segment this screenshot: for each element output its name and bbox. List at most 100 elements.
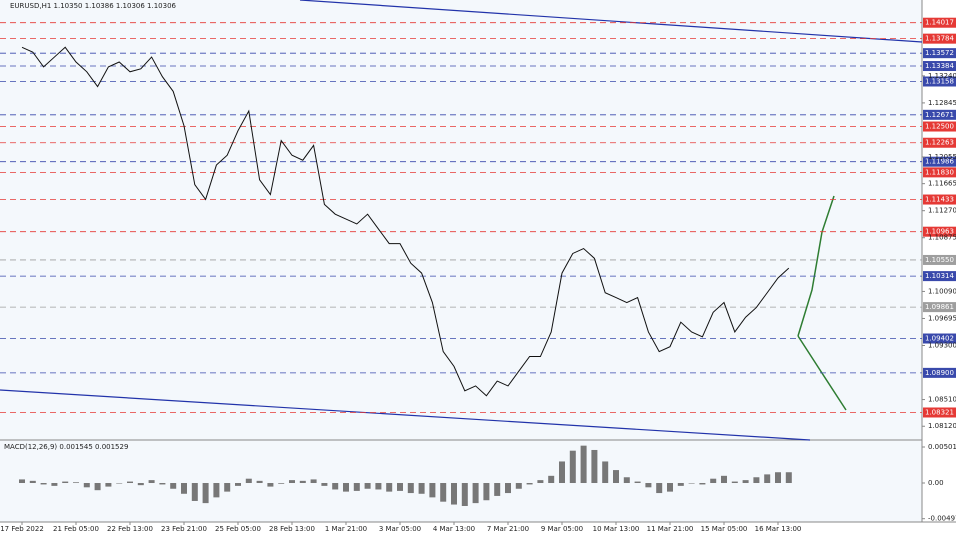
level-label: 1.10314	[925, 272, 954, 280]
macd-bar	[451, 483, 457, 505]
level-label: 1.12671	[925, 111, 954, 119]
level-label: 1.12263	[925, 139, 954, 147]
y-tick-label: 0.005015	[928, 443, 956, 451]
macd-bar	[29, 480, 36, 484]
level-tag	[923, 254, 956, 265]
macd-bar	[299, 480, 306, 484]
x-tick-label: 16 Mar 13:00	[755, 525, 802, 533]
x-tick-label: 15 Mar 05:00	[701, 525, 748, 533]
level-tag	[923, 271, 956, 282]
macd-bar	[667, 483, 673, 492]
level-label: 1.13572	[925, 49, 954, 57]
macd-bar	[764, 474, 771, 484]
trend-line	[0, 389, 811, 441]
level-tag	[923, 156, 956, 167]
macd-bar	[526, 483, 533, 485]
macd-bar	[19, 479, 25, 484]
macd-bar	[256, 480, 263, 484]
level-label: 1.12500	[925, 123, 954, 131]
level-tag	[923, 167, 956, 178]
level-label: 1.13158	[925, 77, 954, 85]
macd-bar	[613, 470, 619, 484]
macd-bar	[548, 475, 555, 484]
macd-bar	[645, 483, 652, 488]
level-tag	[923, 48, 956, 59]
level-tag	[923, 61, 956, 72]
macd-bar	[494, 483, 501, 496]
x-tick-label: 11 Mar 21:00	[647, 525, 694, 533]
level-label: 1.10550	[925, 256, 954, 264]
level-tag	[923, 302, 956, 313]
macd-bar	[51, 483, 58, 486]
macd-bar	[137, 483, 144, 486]
macd-bar	[440, 483, 447, 502]
level-label: 1.08900	[925, 369, 954, 377]
price-line	[21, 46, 790, 397]
level-tag	[923, 121, 956, 132]
macd-bar	[699, 483, 706, 485]
macd-bar	[105, 483, 112, 487]
macd-bar	[580, 445, 587, 484]
x-tick-label: 1 Mar 21:00	[325, 525, 367, 533]
macd-bar	[710, 478, 717, 484]
level-label: 1.09402	[925, 335, 954, 343]
scenario-arrows	[797, 195, 847, 411]
macd-bar	[191, 483, 198, 501]
macd-bar	[159, 483, 166, 485]
macd-bar	[537, 480, 544, 484]
macd-bar	[721, 475, 727, 484]
y-tick-label: 1.11665	[928, 180, 956, 188]
trend-line	[299, 0, 923, 43]
macd-bar	[397, 483, 403, 491]
y-tick-label: 1.11270	[928, 207, 956, 215]
macd-bar	[278, 483, 285, 484]
macd-bar	[321, 483, 328, 486]
chart-title: EURUSD,H1 1.10350 1.10386 1.10306 1.1030…	[10, 2, 177, 10]
level-tag	[923, 137, 956, 148]
y-tick-label: 1.10090	[928, 287, 956, 295]
y-tick-label: 1.08120	[928, 422, 956, 430]
macd-bar	[40, 483, 47, 485]
x-tick-label: 25 Feb 05:00	[215, 525, 261, 533]
macd-bar	[245, 478, 252, 484]
macd-bar	[181, 483, 187, 494]
level-tag	[923, 194, 956, 205]
macd-bar	[386, 483, 393, 492]
level-label: 1.10963	[925, 228, 954, 236]
x-tick-label: 9 Mar 05:00	[541, 525, 583, 533]
macd-bar	[731, 481, 738, 484]
macd-bar	[515, 483, 522, 489]
macd-bar	[310, 479, 317, 484]
y-tick-label: 1.09300	[928, 341, 956, 349]
macd-bar	[753, 477, 760, 484]
y-tick-label: 1.08510	[928, 396, 956, 404]
macd-bar	[170, 483, 177, 489]
x-tick-label: 4 Mar 13:00	[433, 525, 475, 533]
macd-bar	[472, 483, 479, 504]
macd-bar	[213, 483, 220, 498]
y-tick-label: 0.00	[928, 479, 944, 487]
macd-bar	[623, 477, 630, 484]
y-tick-label: 1.10875	[928, 234, 956, 242]
macd-bar	[785, 472, 792, 484]
macd-bar	[73, 482, 79, 484]
macd-bar	[267, 483, 274, 487]
y-tick-label: 1.12845	[928, 99, 956, 107]
macd-bar	[289, 480, 295, 484]
level-tag	[923, 109, 956, 120]
x-tick-label: 22 Feb 13:00	[107, 525, 153, 533]
level-label: 1.11433	[925, 196, 954, 204]
macd-bar	[202, 483, 209, 504]
macd-bar	[656, 483, 663, 494]
y-tick-label: -0.00497	[928, 515, 956, 523]
y-tick-label: 1.12055	[928, 153, 956, 161]
level-tag	[923, 33, 956, 44]
macd-title: MACD(12,26,9) 0.001545 0.001529	[4, 443, 128, 451]
macd-bar	[148, 480, 155, 484]
macd-bar	[742, 480, 749, 484]
macd-bar	[343, 483, 349, 492]
macd-bar	[505, 483, 511, 494]
macd-bar	[559, 461, 565, 484]
macd-bar	[407, 483, 414, 494]
